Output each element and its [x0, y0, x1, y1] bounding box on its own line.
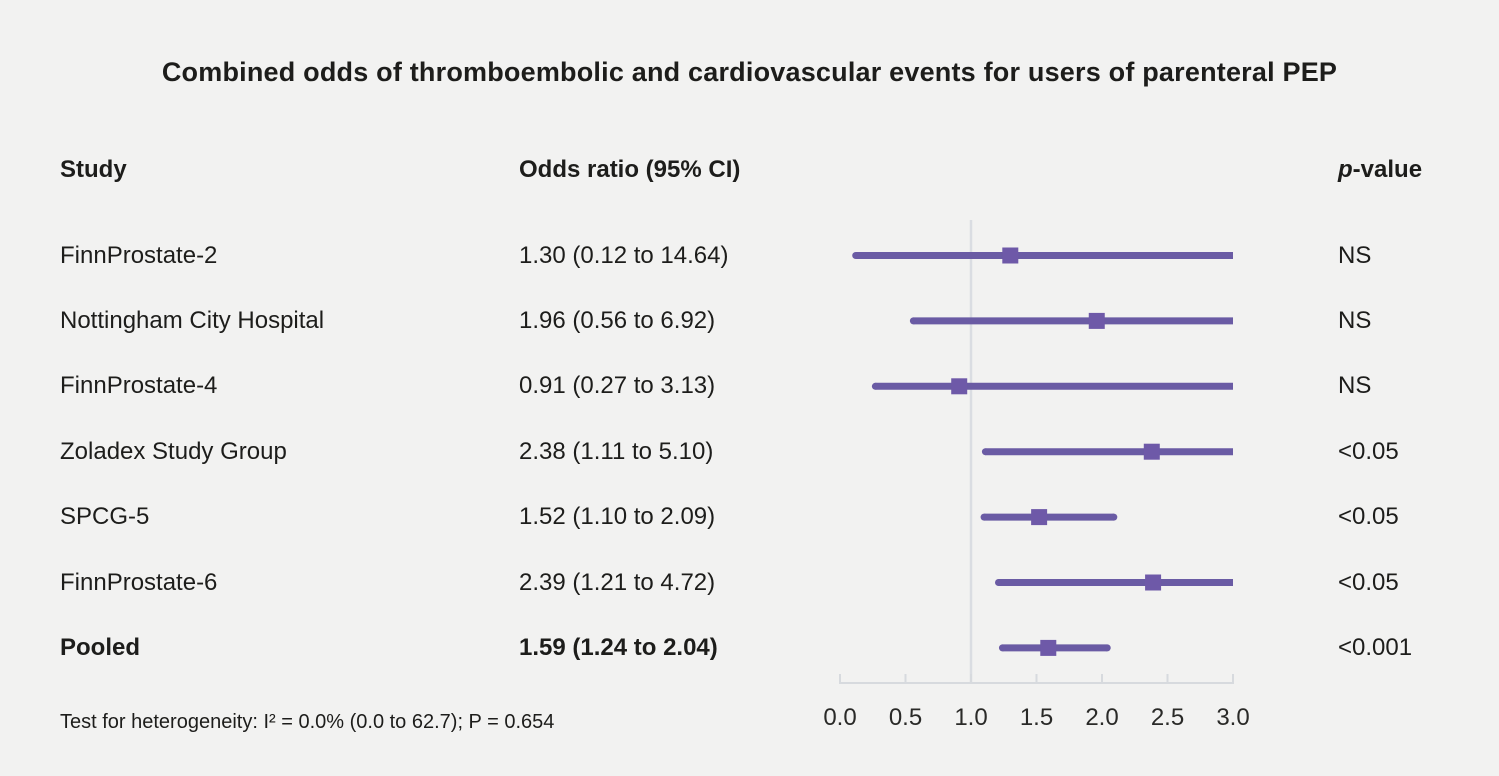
column-header-p-value: p-value: [1338, 155, 1422, 185]
ci-cap-low: [871, 382, 879, 390]
odds-ratio-value-pooled: 1.59 (1.24 to 2.04): [519, 633, 718, 661]
axis-tick-label: 3.0: [1216, 704, 1250, 731]
axis-tick-label: 0.5: [888, 704, 923, 731]
study-name: FinnProstate-4: [60, 372, 218, 400]
study-name: Nottingham City Hospital: [60, 306, 325, 334]
study-name: Zoladex Study Group: [60, 437, 287, 465]
ci-cap-low: [909, 317, 917, 325]
study-name: SPCG-5: [60, 503, 150, 531]
p-value-header-italic-p: p: [1338, 156, 1353, 183]
p-value: NS: [1338, 306, 1372, 334]
p-value-header-rest: -value: [1352, 156, 1423, 183]
study-name: FinnProstate-2: [60, 241, 218, 269]
ci-cap-low: [995, 579, 1003, 586]
page-title: Combined odds of thromboembolic and card…: [161, 57, 1338, 87]
p-value: <0.05: [1338, 568, 1399, 596]
axis-tick-label: 2.0: [1085, 704, 1119, 731]
p-value: NS: [1338, 241, 1372, 269]
study-name: FinnProstate-6: [60, 568, 218, 596]
pooled-estimate-marker: [1040, 639, 1057, 656]
axis-tick-label: 1.0: [954, 704, 988, 731]
ci-cap-low: [852, 252, 860, 259]
p-value: <0.05: [1338, 503, 1399, 531]
odds-ratio-value: 1.96 (0.56 to 6.92): [519, 306, 716, 334]
ci-cap-low: [998, 644, 1006, 652]
ci-cap-high: [1110, 513, 1118, 521]
p-value: NS: [1338, 372, 1372, 400]
ci-cap-high: [1103, 644, 1111, 652]
axis-tick-label: 1.5: [1019, 704, 1054, 731]
heterogeneity-footnote: Test for heterogeneity: I² = 0.0% (0.0 t…: [60, 711, 555, 733]
p-value: <0.05: [1338, 437, 1399, 465]
column-header-odds-ratio: Odds ratio (95% CI): [519, 156, 741, 183]
p-value-pooled: <0.001: [1338, 633, 1413, 661]
study-name-pooled: Pooled: [60, 633, 141, 661]
axis-tick-label: 2.5: [1150, 704, 1185, 731]
ci-cap-low: [980, 513, 988, 521]
estimate-marker: [951, 378, 968, 395]
estimate-marker: [1002, 247, 1019, 264]
estimate-marker: [1088, 312, 1105, 329]
ci-cap-low: [981, 448, 989, 456]
odds-ratio-value: 1.52 (1.10 to 2.09): [519, 503, 716, 531]
odds-ratio-value: 0.91 (0.27 to 3.13): [519, 372, 716, 400]
estimate-marker: [1145, 574, 1162, 591]
axis-tick-label: 0.0: [823, 704, 857, 731]
estimate-marker: [1143, 443, 1160, 460]
column-header-study: Study: [60, 156, 127, 183]
odds-ratio-value: 2.39 (1.21 to 4.72): [519, 568, 716, 596]
odds-ratio-value: 2.38 (1.11 to 5.10): [519, 437, 714, 465]
odds-ratio-value: 1.30 (0.12 to 14.64): [519, 241, 729, 269]
estimate-marker: [1031, 509, 1048, 526]
